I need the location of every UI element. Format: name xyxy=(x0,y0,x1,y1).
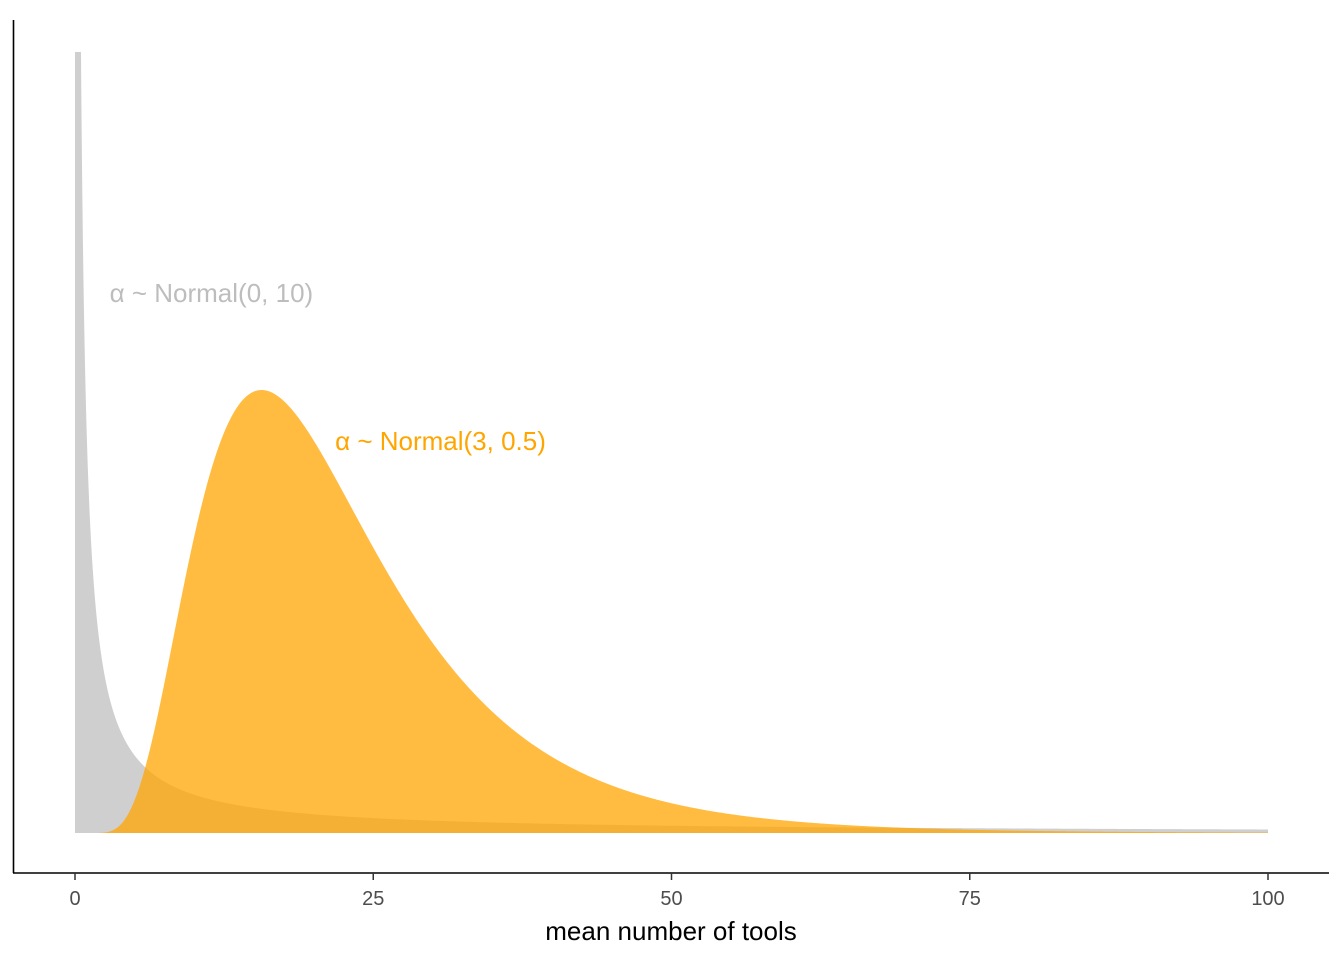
density-areas xyxy=(75,52,1268,833)
x-tick-label: 25 xyxy=(362,888,384,910)
density-area-narrow-prior xyxy=(75,390,1268,833)
x-axis-title: mean number of tools xyxy=(545,916,796,946)
annotations: α ~ Normal(0, 10) α ~ Normal(3, 0.5) xyxy=(110,278,546,456)
x-tick-label: 100 xyxy=(1251,888,1284,910)
x-tick-label: 0 xyxy=(69,888,80,910)
annotation-label: α ~ Normal(3, 0.5) xyxy=(335,426,546,456)
x-ticks: 0 25 50 75 100 xyxy=(69,873,1285,910)
x-tick-label: 50 xyxy=(660,888,682,910)
x-tick-label: 75 xyxy=(959,888,981,910)
annotation-label: α ~ Normal(0, 10) xyxy=(110,278,314,308)
